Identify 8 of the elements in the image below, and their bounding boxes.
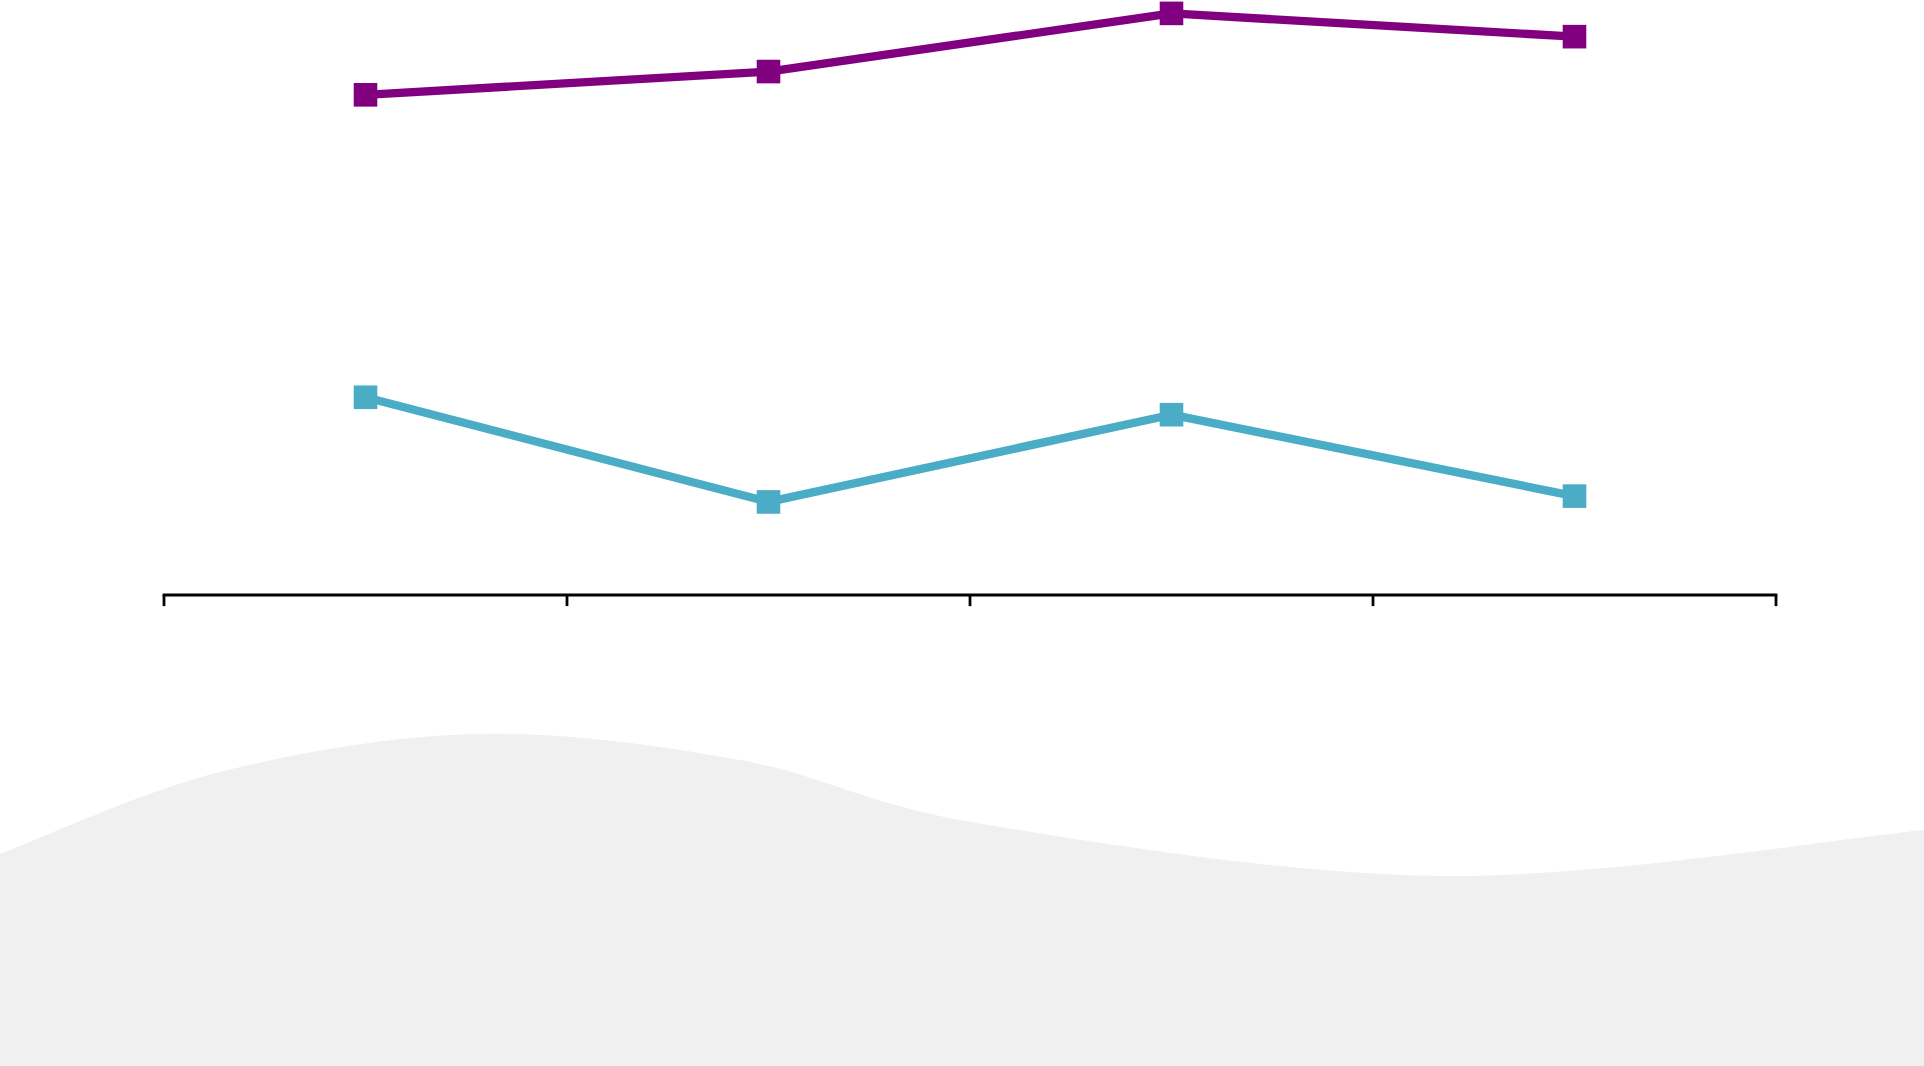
point [756, 59, 781, 84]
point [353, 385, 378, 410]
point [756, 490, 781, 514]
point [1562, 24, 1587, 49]
point [1562, 484, 1587, 508]
point [353, 83, 378, 107]
point [1159, 402, 1184, 427]
point [1159, 1, 1184, 26]
